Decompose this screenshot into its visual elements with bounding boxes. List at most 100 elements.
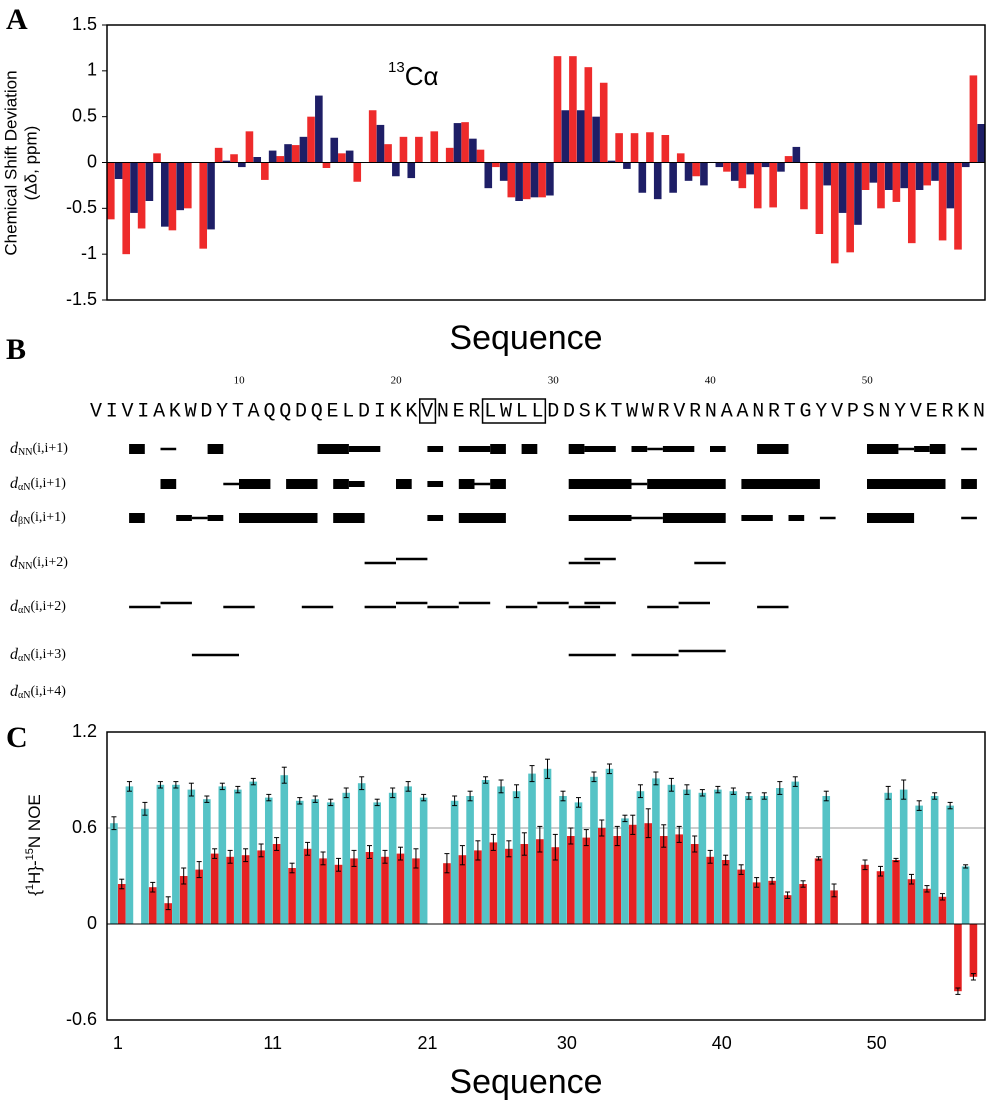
error-bar	[630, 814, 636, 835]
bar	[753, 162, 762, 209]
bar	[628, 824, 637, 924]
noe-connectivity	[867, 513, 915, 523]
bar	[497, 786, 505, 924]
bar	[137, 162, 146, 229]
noe-connectivity	[490, 479, 506, 489]
error-bar	[715, 785, 721, 794]
error-bar	[157, 781, 163, 789]
bar	[338, 153, 346, 163]
bar	[404, 786, 412, 924]
error-bar	[932, 792, 938, 800]
bar	[584, 67, 593, 163]
noe-connectivity	[584, 601, 616, 605]
error-bar	[552, 833, 558, 861]
noe-connectivity	[568, 605, 601, 609]
noe-connectivity	[191, 516, 208, 520]
noe-connectivity	[458, 513, 506, 523]
y-tick-label: -1.5	[66, 289, 97, 309]
bar	[376, 124, 385, 163]
error-bar	[111, 816, 117, 831]
residue-number: 20	[391, 375, 403, 387]
row-label-args: (i,i+1)	[30, 510, 66, 525]
noe-connectivity	[176, 515, 192, 521]
row-label-sub: αN	[18, 482, 30, 493]
bar	[884, 792, 892, 924]
bar	[683, 789, 691, 924]
error-bar	[173, 781, 179, 789]
bar	[644, 823, 653, 924]
error-bar	[645, 808, 651, 839]
bar	[536, 839, 544, 924]
noe-connectivity	[129, 513, 145, 523]
bar	[692, 162, 700, 177]
error-bar	[250, 777, 256, 786]
bar	[760, 796, 769, 924]
bar	[381, 856, 389, 924]
error-bar	[498, 779, 504, 794]
bar	[156, 784, 165, 924]
error-bar	[258, 843, 264, 858]
error-bar	[878, 865, 884, 877]
error-bar	[893, 857, 899, 863]
bar	[515, 162, 523, 201]
bar	[659, 836, 668, 924]
noe-connectivity	[678, 649, 726, 653]
noe-connectivity	[678, 601, 710, 605]
bar	[961, 866, 970, 924]
bar	[161, 162, 169, 227]
bar	[667, 784, 676, 924]
bar	[168, 162, 177, 231]
error-bar	[800, 880, 806, 888]
bar	[561, 110, 570, 163]
error-bar	[777, 781, 783, 795]
bar	[783, 895, 792, 924]
row-label-sub: NN	[18, 561, 32, 572]
bar	[607, 160, 616, 163]
noe-connectivity	[741, 479, 820, 489]
y-axis-label: Chemical Shift Deviation	[1, 70, 20, 255]
row-label: dαN(i,i+4)	[10, 683, 66, 702]
y-axis-label: {1H}-15N NOE	[24, 794, 45, 896]
x-tick-label: 50	[867, 1033, 887, 1053]
bar	[621, 818, 629, 924]
bar	[792, 146, 801, 163]
bar	[706, 856, 714, 924]
bar	[110, 823, 118, 924]
bar	[899, 789, 908, 924]
noe-connectivity	[333, 513, 365, 523]
noe-connectivity	[568, 653, 616, 657]
noe-connectivity	[584, 557, 616, 561]
bar	[125, 786, 134, 924]
row-label-d: d	[10, 440, 19, 457]
error-bar	[575, 797, 581, 808]
bar	[877, 162, 885, 209]
error-bar	[397, 846, 403, 861]
bar	[461, 122, 469, 163]
bar	[319, 858, 327, 924]
bar	[430, 131, 439, 163]
bar	[453, 123, 462, 163]
bar	[469, 138, 477, 163]
noe-connectivity	[757, 605, 789, 609]
bar	[207, 162, 215, 230]
row-label: dβN(i,i+1)	[10, 509, 66, 528]
bar	[445, 147, 454, 163]
noe-connectivity	[568, 479, 632, 489]
error-bar	[963, 864, 969, 869]
bar	[551, 847, 560, 924]
y-tick-label: -0.5	[66, 197, 97, 217]
bar	[822, 796, 831, 924]
error-bar	[622, 814, 628, 823]
error-bar	[320, 851, 326, 866]
noe-connectivity	[396, 601, 428, 605]
row-label: dNN(i,i+1)	[10, 440, 68, 459]
row-label-args: (i,i+1)	[32, 441, 68, 456]
bar	[892, 162, 901, 202]
bar	[698, 792, 707, 924]
error-bar	[359, 776, 365, 791]
bar	[476, 149, 485, 163]
error-bar	[746, 792, 752, 800]
error-bar	[490, 833, 496, 851]
